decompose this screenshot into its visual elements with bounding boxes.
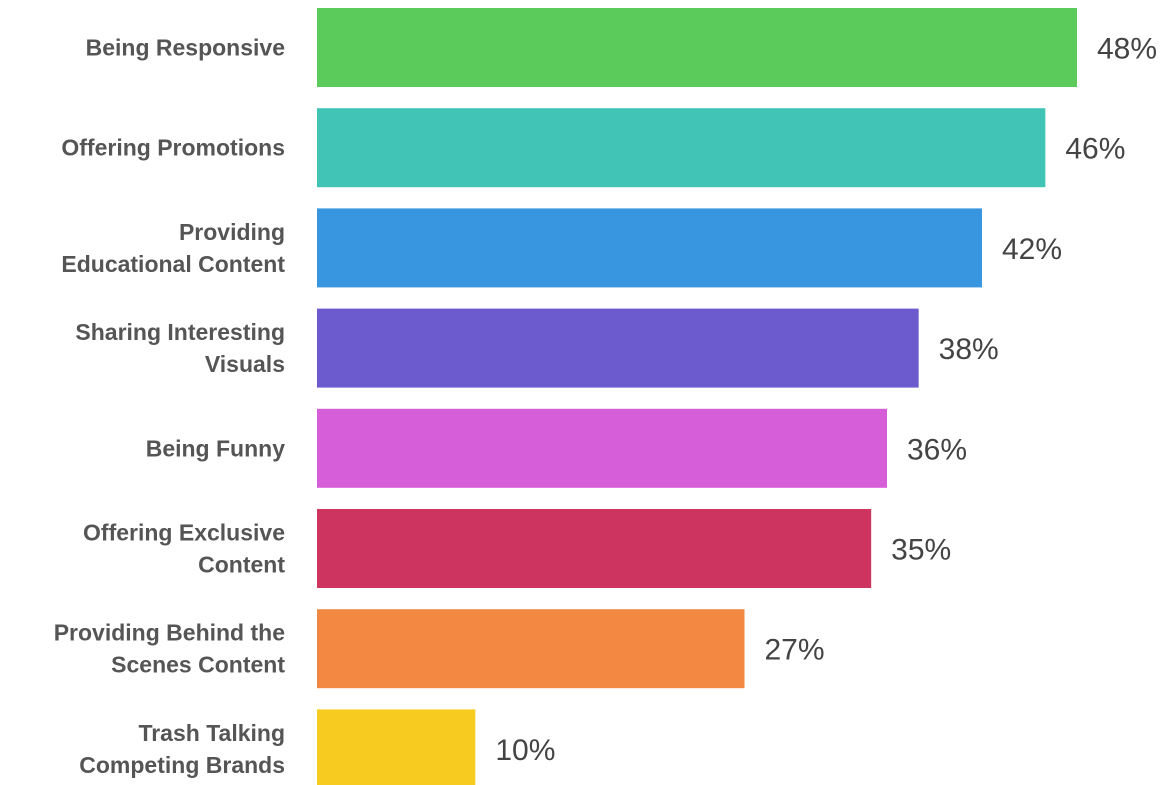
category-label-line: Offering Promotions — [61, 135, 285, 161]
category-label-being-responsive: Being Responsive — [86, 35, 285, 61]
value-label-providing-educational-content: 42% — [1002, 233, 1062, 266]
category-label-trash-talking-competing-brands: Trash Talking Competing Brands — [79, 720, 285, 778]
category-label-line: Offering Exclusive — [83, 520, 285, 546]
category-label-line: Providing — [179, 219, 285, 245]
category-label-line: Sharing Interesting — [75, 319, 285, 345]
value-label-being-funny: 36% — [907, 433, 967, 466]
bar-being-responsive — [317, 8, 1077, 87]
category-label-line: Being Funny — [146, 435, 285, 461]
category-label-offering-promotions: Offering Promotions — [61, 135, 285, 161]
value-label-providing-behind-the-scenes-content: 27% — [765, 634, 825, 667]
bar-providing-behind-the-scenes-content — [317, 609, 745, 689]
category-label-line: Content — [198, 552, 285, 578]
bar-sharing-interesting-visuals — [317, 308, 919, 388]
value-label-sharing-interesting-visuals: 38% — [939, 333, 999, 366]
bar-being-funny — [317, 408, 887, 488]
category-label-line: Visuals — [205, 351, 285, 377]
bar-trash-talking-competing-brands — [317, 709, 476, 785]
category-label-sharing-interesting-visuals: Sharing Interesting Visuals — [75, 319, 285, 377]
bar-providing-educational-content — [317, 208, 982, 288]
value-label-being-responsive: 48% — [1097, 33, 1157, 66]
category-label-providing-behind-the-scenes-content: Providing Behind the Scenes Content — [54, 620, 286, 678]
category-label-providing-educational-content: Providing Educational Content — [61, 219, 285, 277]
value-label-trash-talking-competing-brands: 10% — [495, 734, 555, 767]
category-label-offering-exclusive-content: Offering Exclusive Content — [83, 520, 285, 578]
value-label-offering-promotions: 46% — [1065, 133, 1125, 166]
category-label-line: Trash Talking — [138, 720, 285, 746]
bar-offering-promotions — [317, 108, 1046, 188]
category-label-line: Being Responsive — [86, 35, 285, 61]
category-label-line: Scenes Content — [111, 652, 285, 678]
category-label-line: Providing Behind the — [54, 620, 285, 646]
category-label-line: Educational Content — [61, 251, 285, 277]
value-label-offering-exclusive-content: 35% — [891, 534, 951, 567]
category-label-being-funny: Being Funny — [146, 435, 285, 461]
category-label-line: Competing Brands — [79, 752, 285, 778]
bar-offering-exclusive-content — [317, 509, 872, 588]
